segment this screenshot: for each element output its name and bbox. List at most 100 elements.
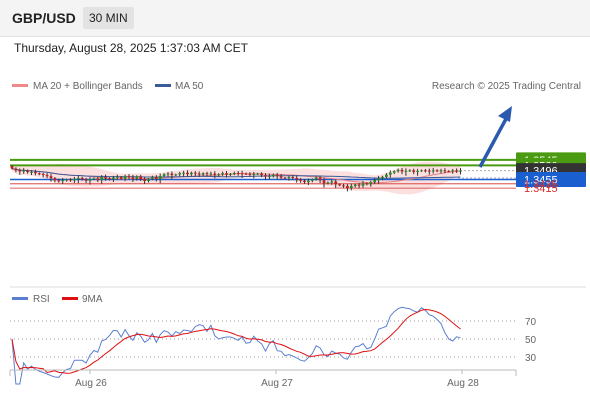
candle [14,167,18,173]
timestamp: Thursday, August 28, 2025 1:37:03 AM CET [14,41,248,55]
candle [451,168,455,174]
candle-body [108,178,111,180]
candle [65,178,68,182]
copyright-text: Research © 2025 Trading Central [432,81,581,92]
candle [455,168,458,173]
candle-body [84,179,88,181]
candle [377,175,380,184]
candle-body [427,170,431,172]
candle [310,178,314,183]
candle-body [193,172,197,174]
candle [322,177,326,188]
candle-body [271,174,275,176]
candle-body [178,173,182,175]
candle [162,173,166,178]
candle-body [416,171,419,172]
candle [166,171,170,177]
candle-body [377,178,380,181]
candle [76,175,80,184]
candle-body [334,181,338,185]
candle-body [260,173,263,176]
candle-body [34,171,37,174]
candle-body [275,174,279,177]
candle-body [135,176,139,179]
candle-body [41,174,45,176]
candle [127,174,131,180]
candle [217,173,221,177]
candle [18,168,22,175]
rsi-legend-label: RSI [33,294,50,305]
candle-body [14,168,18,171]
candle-body [201,173,205,175]
candle-body [248,173,252,175]
candle-body [326,182,330,184]
candle-body [346,185,349,188]
candle-body [283,177,287,179]
candle-body [373,180,377,183]
candle-body [299,179,302,181]
candle-body [73,178,76,181]
candle-body [451,170,455,172]
candle [412,168,416,175]
candle-body [256,173,260,175]
candle [96,176,100,183]
candle-body [30,171,33,173]
candle-body [182,172,185,174]
candle [408,169,412,172]
candle-body [49,176,53,179]
level-label-1.3455: 1.3455 [524,174,558,186]
candle [431,167,435,174]
level-label-1.3415: 1.3415 [524,183,558,195]
candle [349,183,353,191]
candle [131,174,135,182]
candle [291,175,295,180]
candle [240,170,244,178]
candle-body [244,173,248,175]
candle-body [439,170,443,172]
candle-body [349,185,353,188]
candle [112,175,115,182]
candle [357,183,361,189]
candle-body [100,177,104,181]
candle-body [365,183,369,185]
candle-body [45,174,49,177]
candle-body [115,176,119,178]
candle-body [357,184,361,186]
candle-body [424,170,427,172]
candle [326,181,330,185]
candle [61,177,65,185]
candle-body [96,178,100,181]
candle-body [229,173,232,175]
candle [287,175,291,181]
header-bar: GBP/USD 30 MIN [0,0,590,37]
candle [182,170,185,177]
candle [34,169,37,176]
candle [178,171,182,177]
candles [10,165,462,192]
candle-body [396,169,400,172]
ma20-legend-label: MA 20 + Bollinger Bands [33,81,143,92]
rsi-line [11,306,461,385]
candle [92,177,96,181]
candle [123,174,127,182]
rsi-panel [11,306,461,385]
candle-body [190,172,193,175]
candle [41,172,45,178]
candle-body [361,183,365,186]
candle [271,173,275,178]
candle [88,177,92,185]
candle [435,169,439,173]
candle [361,180,365,188]
candle-body [186,172,189,175]
rsi-tick-50: 50 [525,335,537,346]
candle [225,171,228,178]
candle [100,175,104,184]
candle-body [151,177,154,179]
candle-body [76,177,80,179]
timeframe-button[interactable]: 30 MIN [83,7,134,29]
level-label-bg-1.3455 [516,171,586,187]
candle [143,177,146,185]
